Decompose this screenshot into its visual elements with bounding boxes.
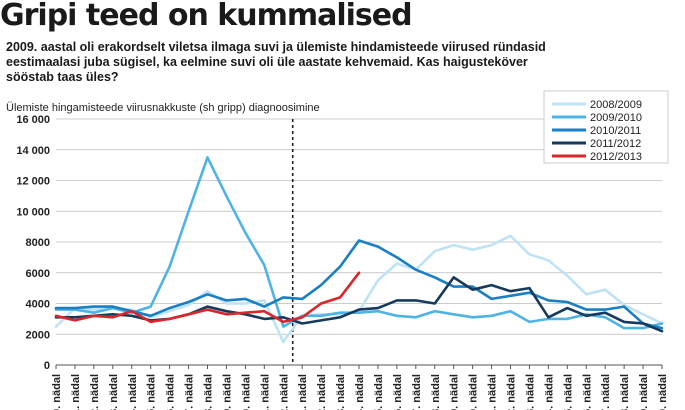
x-tick-label: 52. nädal [278,374,290,410]
x-tick-label: 44. nädal [127,374,139,410]
x-tick-label: 15. nädal [562,374,574,410]
y-tick-label: 4000 [26,299,50,311]
x-tick-label: 47. nädal [184,374,196,410]
y-axis-label: Ülemiste hingamisteede viirusnakkuste (s… [6,102,320,114]
x-tick-label: 48. nädal [203,374,215,410]
lede-paragraph: 2009. aastal oli erakordselt viletsa ilm… [6,40,546,84]
x-tick-label: 3. nädal [335,374,347,410]
x-tick-label: 14. nädal [543,374,555,410]
x-tick-label: 12. nädal [506,374,518,410]
legend-label: 2012/2013 [590,151,642,163]
x-tick-label: 10. nädal [468,374,480,410]
series-line-2009-2010 [54,156,664,330]
x-tick-label: 45. nädal [146,374,158,410]
series-lines [54,156,664,344]
y-tick-label: 8000 [26,237,50,249]
x-tick-label: 51. nädal [259,374,271,410]
x-tick-label: 42. nädal [89,374,101,410]
legend-label: 2008/2009 [590,99,642,111]
x-tick-label: 5. nädal [373,374,385,410]
x-tick-label: 40. nädal [51,374,63,410]
x-tick-label: 16. nädal [581,374,593,410]
y-tick-label: 0 [44,360,50,372]
x-tick-label: 50. nädal [240,374,252,410]
x-tick-label: 4. nädal [354,374,366,410]
x-tick-label: 1. nädal [297,374,309,410]
x-tick-label: 43. nädal [108,374,120,410]
legend-label: 2011/2012 [590,138,641,150]
x-tick-label: 49. nädal [221,374,233,410]
series-line-2008-2009 [54,234,664,344]
x-tick-label: 19. nädal [638,374,650,410]
y-tick-label: 14 000 [16,145,50,157]
x-tick-label: 7. nädal [411,374,423,410]
y-tick-label: 6000 [26,268,50,280]
x-tick-label: 11. nädal [487,374,499,410]
x-tick-label: 8. nädal [430,374,442,410]
x-tick-label: 46. nädal [165,374,177,410]
series-line-2010-2011 [54,239,664,330]
series-line-2012-2013 [54,271,361,324]
x-tick-label: 18. nädal [619,374,631,410]
y-tick-label: 2000 [26,329,50,341]
y-tick-label: 12 000 [16,176,50,188]
x-tick-label: 6. nädal [392,374,404,410]
legend: 2008/20092009/20102010/20112011/20122012… [543,90,669,164]
legend-label: 2010/2011 [590,125,641,137]
x-tick-label: 2. nädal [316,374,328,410]
x-tick-labels: 40. nädal 41. nädal 42. nädal 43. nädal 44. … [51,365,669,410]
headline: Gripi teed on kummalised [0,0,413,33]
x-tick-label: 13. nädal [524,374,536,410]
x-tick-label: 20. nädal [657,374,669,410]
legend-label: 2009/2010 [590,112,642,124]
y-tick-labels: 0 2000 4000 6000 8000 10 000 12 000 14 000 16 00… [16,114,50,372]
x-tick-label: 17. nädal [600,374,612,410]
y-tick-label: 16 000 [16,114,50,126]
x-tick-label: 9. nädal [449,374,461,410]
x-tick-label: 41. nädal [70,374,82,410]
y-tick-label: 10 000 [16,206,50,218]
